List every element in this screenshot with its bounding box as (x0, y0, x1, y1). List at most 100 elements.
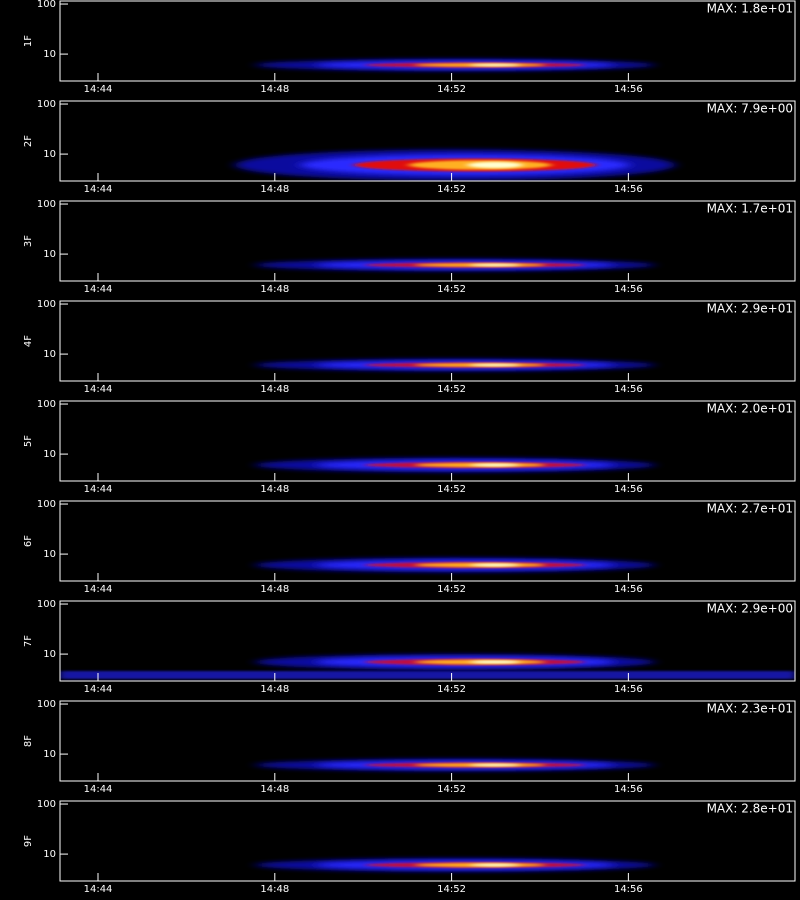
max-label: MAX: 2.0e+01 (707, 402, 793, 416)
max-label: MAX: 2.3e+01 (707, 702, 793, 716)
x-tick-label: 14:56 (614, 384, 643, 395)
x-tick-label: 14:56 (614, 584, 643, 595)
panel: 10 100 14:44 14:48 14:52 14:56 3F MAX: 1.7e+01 (23, 199, 796, 295)
x-tick-label: 14:44 (84, 784, 113, 795)
y-tick-label: 10 (43, 549, 56, 560)
plot-frame (59, 700, 796, 782)
spectrogram-image (60, 654, 795, 679)
x-tick-label: 14:52 (437, 384, 466, 395)
x-tick-label: 14:52 (437, 884, 466, 895)
panel: 10 100 14:44 14:48 14:52 14:56 7F MAX: 2.9e+00 (23, 599, 796, 695)
panel: 10 100 14:44 14:48 14:52 14:56 8F MAX: 2.3e+01 (23, 699, 796, 795)
max-label: MAX: 1.8e+01 (707, 2, 793, 16)
y-axis-label: 3F (23, 235, 34, 247)
x-tick-label: 14:52 (437, 84, 466, 95)
x-tick-label: 14:52 (437, 284, 466, 295)
panel: 10 100 14:44 14:48 14:52 14:56 9F MAX: 2.8e+01 (23, 799, 796, 895)
x-tick-label: 14:44 (84, 384, 113, 395)
x-tick-label: 14:48 (260, 484, 289, 495)
y-tick-label: 100 (37, 799, 56, 810)
x-tick-label: 14:44 (84, 584, 113, 595)
y-tick-label: 100 (37, 399, 56, 410)
panel: 10 100 14:44 14:48 14:52 14:56 1F MAX: 1.8e+01 (23, 0, 796, 95)
x-tick-label: 14:48 (260, 384, 289, 395)
y-tick-label: 10 (43, 249, 56, 260)
x-tick-label: 14:48 (260, 784, 289, 795)
x-tick-label: 14:52 (437, 784, 466, 795)
x-tick-label: 14:44 (84, 684, 113, 695)
y-tick-label: 10 (43, 449, 56, 460)
spectrogram-image (255, 557, 655, 573)
spectrogram-image (255, 359, 655, 371)
y-axis-label: 4F (23, 335, 34, 347)
plot-frame (59, 400, 796, 482)
panel: 10 100 14:44 14:48 14:52 14:56 6F MAX: 2.7e+01 (23, 499, 796, 595)
y-tick-label: 100 (37, 699, 56, 710)
x-tick-label: 14:56 (614, 284, 643, 295)
emission-peak (470, 463, 520, 467)
emission-peak (470, 563, 520, 567)
x-tick-label: 14:48 (260, 284, 289, 295)
x-tick-label: 14:56 (614, 184, 643, 195)
emission-peak (467, 161, 523, 169)
y-axis-label: 9F (23, 835, 34, 847)
x-tick-label: 14:48 (260, 84, 289, 95)
y-tick-label: 100 (37, 0, 56, 10)
y-tick-label: 100 (37, 99, 56, 110)
x-tick-label: 14:44 (84, 884, 113, 895)
max-label: MAX: 1.7e+01 (707, 202, 793, 216)
y-tick-label: 10 (43, 49, 56, 60)
y-tick-label: 100 (37, 599, 56, 610)
y-tick-label: 10 (43, 649, 56, 660)
spectrogram-image (255, 858, 655, 872)
y-tick-label: 10 (43, 149, 56, 160)
emission-peak (470, 63, 520, 67)
y-axis-label: 1F (23, 35, 34, 47)
y-tick-label: 100 (37, 299, 56, 310)
plot-frame (59, 100, 796, 182)
y-axis-label: 8F (23, 735, 34, 747)
x-tick-label: 14:56 (614, 784, 643, 795)
max-label: MAX: 2.7e+01 (707, 502, 793, 516)
x-tick-label: 14:48 (260, 684, 289, 695)
plot-frame (59, 0, 796, 82)
x-tick-label: 14:44 (84, 484, 113, 495)
x-tick-label: 14:48 (260, 584, 289, 595)
panel: 10 100 14:44 14:48 14:52 14:56 5F MAX: 2.0e+01 (23, 399, 796, 495)
x-tick-label: 14:44 (84, 184, 113, 195)
max-label: MAX: 2.9e+01 (707, 302, 793, 316)
x-tick-label: 14:56 (614, 684, 643, 695)
x-tick-label: 14:48 (260, 184, 289, 195)
plot-frame (59, 800, 796, 882)
emission-peak (470, 763, 520, 767)
y-tick-label: 10 (43, 849, 56, 860)
y-tick-label: 10 (43, 749, 56, 760)
y-axis-label: 2F (23, 135, 34, 147)
x-tick-label: 14:52 (437, 584, 466, 595)
noise-band (60, 671, 795, 679)
max-label: MAX: 2.8e+01 (707, 802, 793, 816)
spectrogram-image (255, 59, 655, 71)
plot-frame (59, 600, 796, 682)
emission-peak (470, 660, 520, 664)
x-tick-label: 14:44 (84, 284, 113, 295)
y-axis-label: 5F (23, 435, 34, 447)
y-axis-label: 6F (23, 535, 34, 547)
emission-peak (470, 363, 520, 367)
panel: 10 100 14:44 14:48 14:52 14:56 4F MAX: 2.9e+01 (23, 299, 796, 395)
y-tick-label: 10 (43, 349, 56, 360)
x-tick-label: 14:52 (437, 684, 466, 695)
panel: 10 100 14:44 14:48 14:52 14:56 2F MAX: 7.9e+00 (23, 99, 796, 195)
emission-peak (470, 263, 520, 267)
spectrogram-image (255, 259, 655, 271)
x-tick-label: 14:56 (614, 484, 643, 495)
plot-frame (59, 200, 796, 282)
max-label: MAX: 7.9e+00 (707, 102, 793, 116)
plot-frame (59, 300, 796, 382)
plot-frame (59, 500, 796, 582)
x-tick-label: 14:56 (614, 884, 643, 895)
spectrogram-image (235, 149, 675, 181)
spectrogram-image (255, 759, 655, 771)
max-label: MAX: 2.9e+00 (707, 602, 793, 616)
